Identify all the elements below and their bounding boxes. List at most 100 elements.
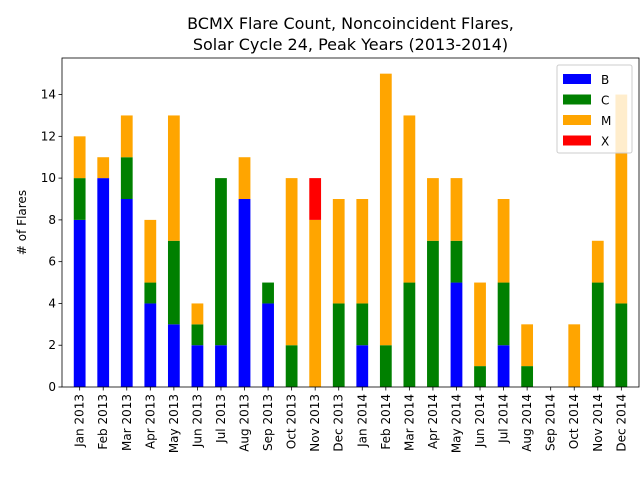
- bar-C-14: [403, 282, 416, 387]
- x-tick-label: Mar 2013: [120, 394, 134, 451]
- bar-C-2: [120, 157, 133, 199]
- bar-C-0: [73, 178, 86, 220]
- bar-B-16: [450, 282, 463, 387]
- legend-label-M: M: [601, 114, 611, 128]
- y-tick-label: 2: [48, 338, 56, 352]
- bar-C-16: [450, 240, 463, 283]
- bar-B-3: [144, 303, 157, 387]
- bar-M-22: [591, 240, 604, 283]
- legend-label-B: B: [601, 73, 609, 87]
- bar-B-7: [238, 199, 251, 387]
- bar-M-18: [497, 199, 510, 283]
- y-tick-label: 14: [41, 88, 56, 102]
- bar-M-14: [403, 115, 416, 283]
- bar-C-11: [332, 303, 345, 387]
- chart-title-line1: BCMX Flare Count, Noncoincident Flares,: [187, 14, 514, 33]
- bar-M-5: [191, 303, 204, 325]
- bar-M-4: [167, 115, 180, 241]
- bar-M-13: [379, 73, 392, 346]
- legend-swatch-B: [563, 74, 591, 84]
- bar-M-15: [427, 178, 439, 241]
- bar-B-18: [497, 345, 510, 387]
- chart-title-line2: Solar Cycle 24, Peak Years (2013-2014): [193, 35, 508, 54]
- bar-B-0: [73, 219, 86, 387]
- bar-C-6: [215, 178, 227, 346]
- legend-swatch-X: [563, 135, 591, 146]
- bar-M-12: [356, 199, 369, 304]
- bar-C-5: [191, 324, 204, 346]
- bar-M-19: [521, 324, 534, 367]
- x-tick-label: Apr 2014: [426, 394, 440, 449]
- bar-C-15: [427, 240, 439, 387]
- y-tick-label: 12: [41, 129, 56, 143]
- x-tick-label: Jun 2013: [190, 394, 204, 448]
- x-tick-label: Oct 2014: [567, 394, 581, 449]
- bar-X-10: [309, 178, 322, 220]
- legend-label-X: X: [601, 135, 609, 149]
- bar-B-1: [97, 178, 110, 387]
- y-tick-label: 4: [48, 296, 56, 310]
- y-tick-label: 10: [41, 171, 56, 185]
- bar-C-19: [521, 366, 534, 387]
- bar-C-8: [262, 282, 274, 304]
- y-tick-label: 6: [48, 255, 56, 269]
- x-tick-label: Feb 2014: [379, 394, 393, 450]
- x-tick-label: Sep 2014: [544, 394, 558, 451]
- x-tick-label: Dec 2013: [332, 394, 346, 452]
- x-tick-label: Sep 2013: [261, 394, 275, 451]
- bar-M-21: [568, 324, 581, 387]
- legend-label-C: C: [601, 94, 609, 108]
- bar-B-4: [167, 324, 180, 387]
- bar-C-13: [379, 345, 392, 387]
- x-tick-label: Mar 2014: [402, 394, 416, 451]
- x-tick-label: Jun 2014: [473, 394, 487, 448]
- bar-C-4: [167, 240, 180, 325]
- bar-M-23: [615, 94, 628, 304]
- x-axis-ticks: Jan 2013 Feb 2013 Mar 2013 Apr 2013 May 2013…: [73, 387, 628, 453]
- bar-M-1: [97, 157, 110, 179]
- x-tick-label: Jan 2014: [355, 394, 369, 448]
- bars-group: [73, 73, 628, 387]
- x-tick-label: May 2013: [167, 394, 181, 453]
- bar-M-16: [450, 178, 463, 241]
- bar-C-23: [615, 303, 628, 387]
- bar-C-12: [356, 303, 369, 346]
- y-tick-label: 0: [48, 380, 56, 394]
- x-tick-label: Apr 2013: [143, 394, 157, 449]
- bar-M-7: [238, 157, 251, 199]
- bar-M-10: [309, 219, 322, 387]
- x-tick-label: May 2014: [449, 394, 463, 453]
- y-tick-label: 8: [48, 213, 56, 227]
- bar-B-5: [191, 345, 204, 387]
- bar-B-6: [215, 345, 227, 387]
- bar-B-2: [120, 199, 133, 387]
- legend: BCMX: [556, 64, 633, 154]
- bar-M-2: [120, 115, 133, 158]
- x-tick-label: Feb 2013: [96, 394, 110, 450]
- x-tick-label: Oct 2013: [285, 394, 299, 449]
- bar-M-0: [73, 136, 86, 179]
- bar-C-17: [474, 366, 486, 387]
- bar-M-11: [332, 199, 345, 304]
- legend-swatch-C: [563, 94, 591, 105]
- x-tick-label: Aug 2014: [520, 394, 534, 452]
- legend-frame: [556, 64, 633, 154]
- x-tick-label: Dec 2014: [614, 394, 628, 452]
- plot-frame: [61, 57, 640, 388]
- bar-M-3: [144, 219, 157, 283]
- x-tick-label: Jul 2014: [497, 394, 511, 444]
- bar-M-17: [474, 282, 486, 367]
- x-tick-label: Nov 2014: [591, 394, 605, 452]
- x-tick-label: Nov 2013: [308, 394, 322, 452]
- bar-C-18: [497, 282, 510, 346]
- x-tick-label: Jul 2013: [214, 394, 228, 444]
- legend-swatch-M: [563, 115, 591, 125]
- bar-C-22: [591, 282, 604, 387]
- bar-M-9: [285, 178, 298, 346]
- bar-B-8: [262, 303, 274, 387]
- bar-C-3: [144, 282, 157, 304]
- bar-B-12: [356, 345, 369, 387]
- x-tick-label: Jan 2013: [73, 394, 87, 448]
- y-axis-label: # of Flares: [15, 190, 29, 255]
